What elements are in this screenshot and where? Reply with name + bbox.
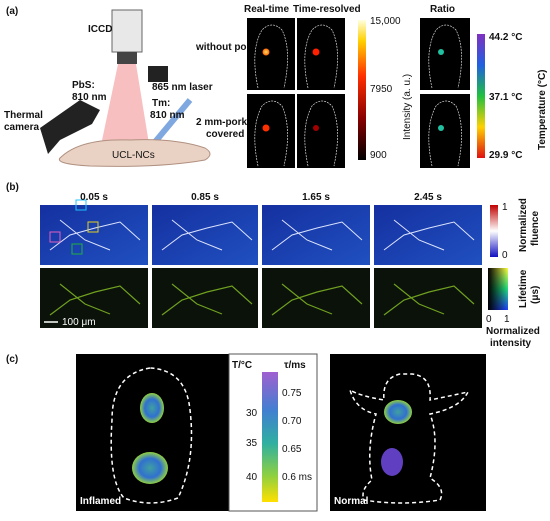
mouse-images [247,18,470,168]
blob [381,448,403,476]
column-title: Ratio [430,4,455,15]
camera-label: camera [4,122,39,133]
iccd-label: ICCD [88,24,112,35]
colorbar-header: τ/ms [284,360,306,371]
pbs-label: PbS: [72,80,95,91]
image-label: Normal [334,496,369,507]
inflamed-image [76,354,229,511]
colorbar-header: T/°C [232,360,252,371]
laser-head [148,66,168,82]
fluence-colorbar [490,205,498,257]
colorbar-tick: 1 [502,202,508,213]
outline [110,367,193,504]
without-pork: without pork [195,42,256,53]
colorbar [262,372,278,502]
time-label: 0.85 s [191,192,219,203]
intensity-colorbar [358,20,366,160]
time-label: 0.05 s [80,192,108,203]
colorbar-label: Temperature (°C) [537,70,548,151]
normal-image [330,354,486,511]
colorbar-tick: 0.6 ms [282,472,312,483]
colorbar-tick: 37.1 °C [489,92,522,103]
colorbar-tick: 0.65 [282,444,302,455]
beam [100,64,150,150]
colorbar-label: (μs) [530,286,541,304]
thermal-camera [40,100,100,154]
colorbar-label: intensity [490,338,532,349]
time-label: 2.45 s [414,192,442,203]
blob [132,452,168,484]
colorbar-tick: 0.70 [282,416,302,427]
colorbar-tick: 30 [246,408,258,419]
colorbar-label: Normalized [486,326,540,337]
colorbar-tick: 44.2 °C [489,32,522,43]
pbs-wl: 810 nm [72,92,107,103]
pork-label-1: 2 mm-pork [196,117,248,128]
iccd-camera [111,9,143,53]
blob [384,400,412,424]
colorbar-tick: 0 [502,250,508,261]
tm-label: Tm: [152,98,170,109]
thermal-label: Thermal [4,110,43,121]
colorbar-tick: 35 [246,438,258,449]
pork-label-2: covered [206,129,244,140]
lifetime-images [40,268,482,328]
panel-label: (b) [6,182,19,193]
colorbar-tick: 40 [246,472,258,483]
panel-label: (a) [6,6,18,17]
colorbar-tick: 900 [370,150,387,161]
panel-label: (c) [6,354,18,365]
ucl-label: UCL-NCs [112,150,155,161]
colorbar-tick: 1 [504,314,510,325]
colorbar-label: Normalized [518,198,529,252]
blob [140,393,164,423]
colorbar-tick: 15,000 [370,16,401,27]
column-title: Real-time [244,4,289,15]
time-label: 1.65 s [302,192,330,203]
fluence-images [40,199,482,265]
colorbar-tick: 29.9 °C [489,150,522,161]
colorbar-tick: 7950 [370,84,393,95]
colorbar-tick: 0 [486,314,492,325]
image-label: Inflamed [80,496,121,507]
mouse [58,139,211,167]
colorbar-label: Intensity (a. u.) [402,74,413,140]
outline [348,373,470,504]
colorbar-label: fluence [530,211,541,246]
tm-wl: 810 nm [150,110,185,121]
column-title: Time-resolved [293,4,361,15]
laser-label: 865 nm laser [152,82,213,93]
scale-bar-label: 100 μm [62,317,96,328]
iccd-lens [117,52,137,64]
lifetime-colorbar-shade [488,268,508,310]
colorbar-tick: 0.75 [282,388,302,399]
colorbar-label: Lifetime [518,269,529,308]
temperature-colorbar [477,34,485,158]
